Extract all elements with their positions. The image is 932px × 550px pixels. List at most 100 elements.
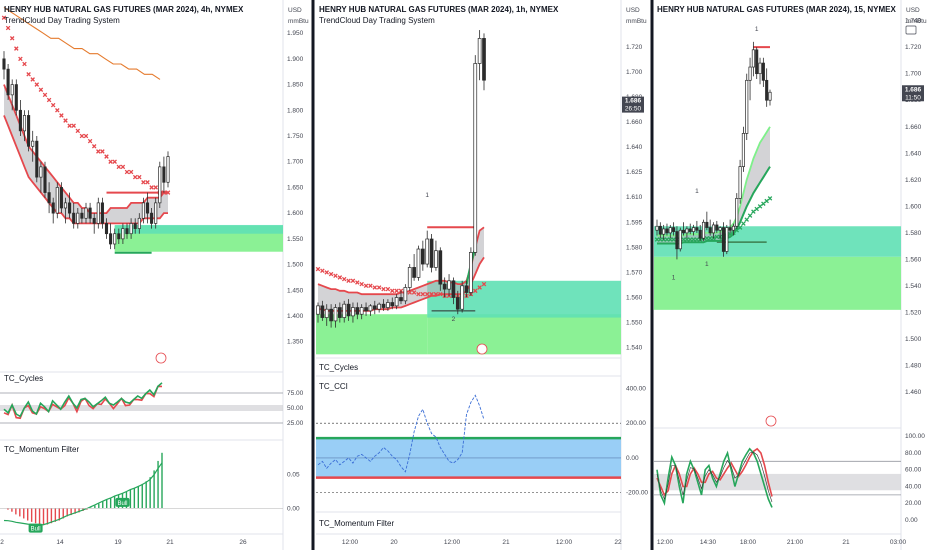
trailing-stop-marker: [50, 102, 56, 108]
osc-baseline: [656, 451, 773, 503]
trailing-stop-marker: [714, 234, 720, 240]
bull-badge-label: Bull: [31, 527, 41, 533]
time-tick-label: 12:00: [342, 539, 359, 546]
price-tick-label: 1.900: [287, 56, 304, 63]
osc-tick-label: 100.00: [905, 433, 925, 440]
candle: [10, 84, 14, 96]
price-tick-label: 1.680: [626, 94, 643, 101]
trailing-stop-marker: [704, 235, 710, 241]
time-tick-label: 22: [614, 539, 622, 546]
signal-number-label: 2: [452, 316, 456, 323]
cci-tick-label: 400.00: [626, 385, 646, 392]
unit-label: mmBtu: [906, 18, 927, 25]
candle: [412, 267, 416, 278]
chart-title: HENRY HUB NATURAL GAS FUTURES (MAR 2024)…: [319, 5, 559, 14]
trailing-stop-marker: [71, 123, 76, 128]
trailing-stop-marker: [694, 237, 700, 242]
candle: [22, 115, 27, 132]
candle: [482, 38, 486, 81]
indicator-name-cycles: TC_Cycles: [4, 374, 43, 383]
panel-divider: [311, 0, 315, 550]
candle: [68, 202, 72, 214]
price-tick-label: 1.650: [287, 184, 304, 191]
candle: [59, 187, 63, 209]
trailing-stop-marker: [79, 133, 85, 139]
price-tick-label: 1.640: [626, 144, 643, 151]
candle: [162, 166, 166, 183]
time-tick-label: 12:00: [657, 539, 674, 546]
trailing-stop-marker: [75, 128, 81, 134]
price-tick-label: 1.580: [905, 230, 922, 237]
candle: [386, 302, 390, 308]
trailing-stop-marker: [372, 285, 378, 290]
candle: [6, 68, 10, 96]
trailing-stop-marker: [124, 169, 130, 175]
trailing-stop-marker: [707, 235, 713, 241]
price-tick-label: 1.550: [287, 236, 304, 243]
time-tick-label: 19: [114, 539, 122, 546]
signal-number-label: 1: [705, 261, 709, 268]
settings-icon[interactable]: [905, 25, 917, 35]
price-badge-value: 1.686: [625, 98, 642, 105]
trailing-stop-marker: [668, 237, 673, 242]
candle: [39, 166, 43, 178]
osc-neutral-band: [654, 473, 901, 491]
candle: [377, 303, 382, 310]
lightning-icon[interactable]: [155, 352, 167, 364]
candle: [728, 227, 732, 231]
price-tick-label: 1.550: [626, 320, 643, 327]
price-tick-label: 1.560: [626, 294, 643, 301]
chart-subtitle: TrendCloud Day Trading System: [4, 16, 120, 25]
candle: [141, 202, 145, 219]
candle: [320, 305, 325, 318]
price-tick-label: 1.700: [626, 69, 643, 76]
candle: [695, 227, 699, 231]
candle: [104, 223, 109, 235]
candle: [708, 227, 712, 234]
candle: [372, 305, 377, 310]
candle: [18, 109, 22, 132]
time-tick-label: 21: [502, 539, 510, 546]
time-tick-label: 2: [0, 539, 4, 546]
time-tick-label: 12:00: [444, 539, 461, 546]
trailing-stop-marker: [341, 276, 347, 282]
candle: [51, 202, 55, 214]
teal-zone: [114, 224, 283, 234]
candle: [329, 308, 333, 322]
price-tick-label: 1.400: [287, 313, 304, 320]
trailing-stop-marker: [337, 275, 343, 280]
candle: [324, 308, 329, 318]
candle: [761, 62, 765, 81]
trailing-stop-marker: [394, 288, 399, 294]
trailing-stop-marker: [108, 159, 113, 164]
candle: [364, 307, 368, 312]
candle: [429, 238, 434, 268]
currency-label: USD: [288, 7, 302, 14]
candle: [665, 228, 669, 234]
candle: [133, 223, 137, 229]
price-tick-label: 1.660: [626, 119, 643, 126]
lightning-icon[interactable]: [765, 415, 777, 427]
trailing-stop-marker: [91, 144, 97, 149]
candle: [342, 303, 347, 318]
price-tick-label: 1.500: [287, 262, 304, 269]
osc-tick-label: 0.00: [905, 517, 918, 524]
indicator-name-cci: TC_CCI: [319, 382, 348, 391]
slow-ma-line: [3, 6, 161, 80]
bull-badge: [115, 497, 130, 507]
price-badge: [902, 85, 924, 102]
bull-badge: [28, 523, 43, 533]
candle: [768, 91, 772, 101]
time-tick-label: 26: [239, 539, 247, 546]
candle: [464, 285, 469, 293]
candle: [31, 140, 35, 147]
candle: [27, 115, 31, 147]
price-tick-label: 1.750: [287, 133, 304, 140]
candle: [121, 228, 125, 240]
trailing-stop-marker: [38, 87, 44, 92]
chart-subtitle: TrendCloud Day Trading System: [319, 16, 435, 25]
candle: [711, 224, 716, 234]
candle: [705, 221, 709, 228]
lightning-icon[interactable]: [476, 343, 488, 355]
trailing-stop-marker: [363, 283, 369, 289]
